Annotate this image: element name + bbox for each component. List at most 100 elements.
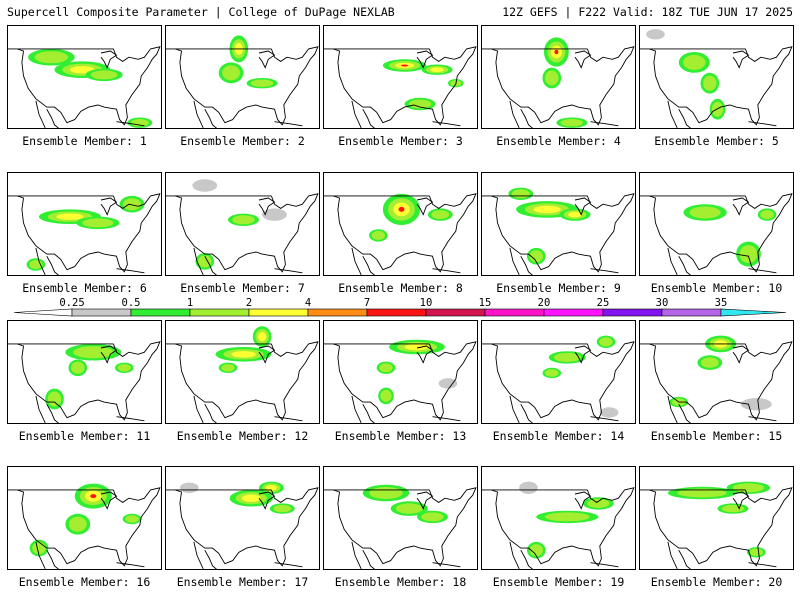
scp-field-map bbox=[640, 193, 793, 275]
colorbar-tick-label: 25 bbox=[596, 297, 610, 309]
cuba-coast bbox=[590, 562, 619, 568]
scp-contour bbox=[683, 54, 706, 70]
mexico-coast bbox=[520, 255, 534, 275]
ensemble-member-map bbox=[323, 172, 478, 276]
mexico-coast bbox=[204, 549, 218, 569]
cuba-coast bbox=[274, 121, 303, 127]
mexico-coast bbox=[204, 255, 218, 275]
scp-contour bbox=[232, 215, 255, 225]
scp-contour bbox=[760, 210, 774, 220]
colorbar-segment bbox=[307, 308, 368, 317]
baja-coast bbox=[667, 395, 678, 423]
coastline bbox=[491, 46, 635, 126]
scp-contour bbox=[519, 481, 538, 494]
ensemble-member-label: Ensemble Member: 1 bbox=[22, 134, 147, 148]
great-lakes bbox=[258, 50, 276, 69]
baja-coast bbox=[667, 541, 678, 569]
scp-contour bbox=[529, 250, 543, 263]
great-lakes bbox=[258, 197, 276, 216]
great-lakes bbox=[416, 491, 434, 510]
ensemble-member-label: Ensemble Member: 15 bbox=[650, 429, 783, 443]
coastline bbox=[649, 193, 793, 273]
ensemble-member-map bbox=[165, 25, 320, 129]
great-lakes bbox=[100, 345, 118, 364]
colorbar-tick-label: 4 bbox=[304, 297, 312, 309]
scp-contour bbox=[749, 548, 763, 556]
scp-contour bbox=[258, 332, 267, 342]
coastline bbox=[333, 46, 477, 126]
ensemble-member-map bbox=[165, 320, 320, 424]
colorbar-tick-label: 20 bbox=[537, 297, 551, 309]
coastline bbox=[17, 341, 161, 421]
scp-contour bbox=[180, 482, 199, 493]
scp-contour bbox=[554, 49, 559, 55]
colorbar-tick-label: 35 bbox=[714, 297, 728, 309]
scp-contour bbox=[68, 516, 87, 532]
coastline bbox=[649, 341, 793, 421]
scp-field-map bbox=[166, 179, 319, 275]
great-lakes bbox=[732, 491, 750, 510]
scp-contour bbox=[689, 206, 721, 219]
scp-contour bbox=[545, 369, 559, 377]
cuba-coast bbox=[432, 416, 461, 422]
coastline bbox=[175, 487, 319, 567]
baja-coast bbox=[667, 100, 678, 128]
baja-coast bbox=[351, 395, 362, 423]
colorbar-max-arrow bbox=[720, 308, 787, 317]
ensemble-member-label: Ensemble Member: 12 bbox=[176, 429, 309, 443]
cuba-coast bbox=[432, 268, 461, 274]
baja-coast bbox=[35, 395, 46, 423]
colorbar-segment bbox=[484, 308, 545, 317]
ensemble-member-map bbox=[639, 466, 794, 570]
cuba-coast bbox=[116, 416, 145, 422]
ensemble-member-label: Ensemble Member: 8 bbox=[338, 281, 463, 295]
scp-contour bbox=[379, 363, 393, 373]
scp-contour bbox=[545, 512, 590, 522]
ensemble-member-map bbox=[323, 466, 478, 570]
mexico-coast bbox=[46, 255, 60, 275]
cuba-coast bbox=[748, 562, 777, 568]
mexico-coast bbox=[520, 108, 534, 128]
ensemble-member-label: Ensemble Member: 4 bbox=[496, 134, 621, 148]
cuba-coast bbox=[116, 562, 145, 568]
ensemble-member-label: Ensemble Member: 6 bbox=[22, 281, 147, 295]
coastline bbox=[649, 487, 793, 567]
great-lakes bbox=[258, 491, 276, 510]
scp-field-map bbox=[324, 193, 477, 275]
scp-contour bbox=[560, 119, 584, 127]
scp-contour bbox=[231, 351, 256, 358]
baja-coast bbox=[35, 100, 46, 128]
coastline bbox=[175, 46, 319, 126]
scp-contour bbox=[222, 65, 240, 81]
scp-contour bbox=[599, 407, 619, 418]
coastline bbox=[17, 193, 161, 273]
baja-coast bbox=[35, 247, 46, 275]
ensemble-member-map bbox=[7, 320, 162, 424]
colorbar-segment bbox=[425, 308, 486, 317]
scp-contour bbox=[553, 352, 581, 362]
scp-contour bbox=[430, 67, 444, 72]
scp-field-map bbox=[8, 193, 161, 275]
cuba-coast bbox=[274, 416, 303, 422]
ensemble-member-label: Ensemble Member: 11 bbox=[18, 429, 151, 443]
scp-field-map bbox=[482, 37, 635, 128]
colorbar-tick-label: 15 bbox=[478, 297, 492, 309]
baja-coast bbox=[35, 541, 46, 569]
colorbar-segment bbox=[366, 308, 427, 317]
cuba-coast bbox=[748, 268, 777, 274]
scp-contour bbox=[401, 64, 409, 67]
scp-contour bbox=[90, 494, 97, 499]
colorbar-segment bbox=[130, 308, 191, 317]
coastline bbox=[649, 46, 793, 126]
ensemble-member-label: Ensemble Member: 14 bbox=[492, 429, 625, 443]
great-lakes bbox=[574, 197, 592, 216]
scp-field-map bbox=[640, 481, 793, 569]
cuba-coast bbox=[116, 121, 145, 127]
ensemble-member-map bbox=[639, 320, 794, 424]
baja-coast bbox=[509, 541, 520, 569]
colorbar-segment bbox=[543, 308, 604, 317]
mexico-coast bbox=[678, 403, 692, 423]
great-lakes bbox=[732, 345, 750, 364]
ensemble-member-label: Ensemble Member: 7 bbox=[180, 281, 305, 295]
scp-contour bbox=[438, 378, 458, 389]
